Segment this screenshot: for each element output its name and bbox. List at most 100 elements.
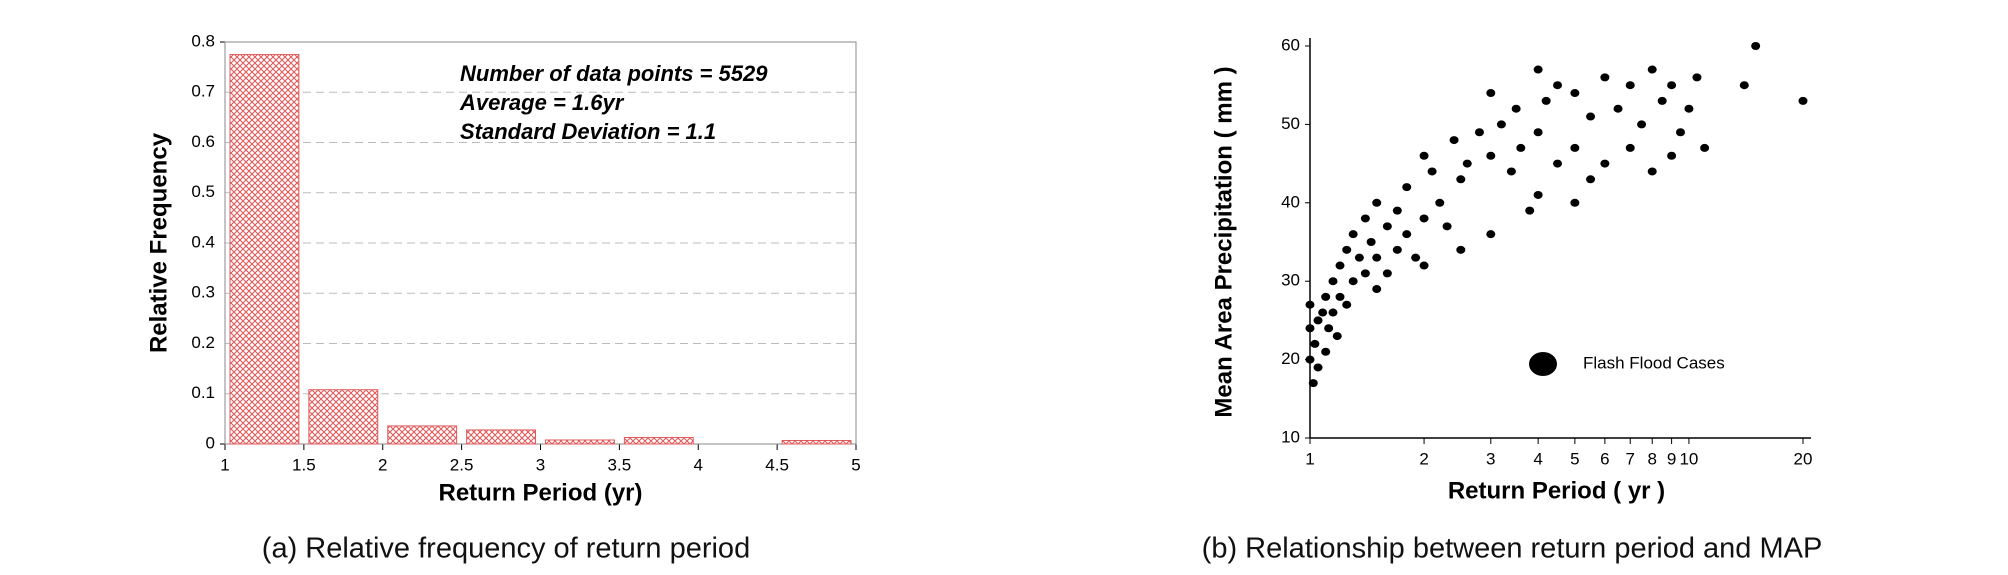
point (1456, 245, 1466, 254)
point (1328, 308, 1338, 317)
point (1667, 81, 1677, 90)
point (1506, 167, 1516, 176)
x-tick-label: 1 (220, 455, 229, 474)
point (1657, 96, 1667, 105)
caption: (a) Relative frequency of return period (262, 533, 750, 565)
point (1402, 183, 1412, 192)
point (1324, 324, 1334, 333)
x-tick-label: 3 (1486, 449, 1495, 468)
y-axis-title: Mean Area Precipitation ( mm ) (1210, 66, 1237, 417)
y-axis-title: Relative Frequency (145, 132, 172, 353)
point (1516, 143, 1526, 152)
x-tick-label: 6 (1600, 449, 1609, 468)
point (1305, 300, 1315, 309)
point (1321, 292, 1331, 301)
point (1541, 96, 1551, 105)
point (1474, 128, 1484, 137)
y-tick-label: 30 (1281, 271, 1300, 290)
point (1486, 230, 1496, 239)
x-tick-label: 3 (536, 455, 545, 474)
point (1647, 65, 1657, 74)
point (1360, 214, 1370, 223)
point (1360, 269, 1370, 278)
bar (229, 54, 300, 445)
point (1305, 355, 1315, 364)
y-tick-label: 0.2 (191, 333, 215, 352)
caption: (b) Relationship between return period a… (1202, 533, 1823, 565)
point (1625, 81, 1635, 90)
bar (387, 425, 458, 445)
x-tick-label: 10 (1679, 449, 1698, 468)
point (1600, 159, 1610, 168)
point (1342, 245, 1352, 254)
x-tick-label: 5 (851, 455, 860, 474)
point (1335, 261, 1345, 270)
point (1348, 277, 1358, 286)
y-tick-label: 0.6 (191, 132, 215, 151)
point (1533, 190, 1543, 199)
point (1366, 238, 1376, 246)
x-tick-label: 3.5 (608, 455, 632, 474)
point (1305, 324, 1315, 333)
x-tick-label: 20 (1794, 449, 1813, 468)
point (1553, 159, 1563, 168)
point (1419, 151, 1429, 160)
point (1427, 167, 1437, 176)
x-tick-label: 1.5 (292, 455, 316, 474)
x-tick-label: 5 (1570, 449, 1579, 468)
point (1570, 198, 1580, 207)
x-tick-label: 2 (1419, 449, 1428, 468)
x-tick-label: 4 (694, 455, 703, 474)
point (1456, 175, 1466, 184)
x-tick-label: 1 (1305, 449, 1314, 468)
y-tick-label: 50 (1281, 114, 1300, 133)
annotation: Average = 1.6yr (459, 90, 625, 115)
point (1739, 81, 1749, 90)
point (1600, 73, 1610, 82)
point (1318, 308, 1328, 317)
point (1392, 245, 1402, 254)
bar (308, 389, 379, 445)
point (1486, 151, 1496, 160)
y-tick-label: 0.3 (191, 283, 215, 302)
y-tick-label: 0.8 (191, 31, 215, 50)
x-tick-label: 2.5 (450, 455, 474, 474)
point (1675, 128, 1685, 137)
point (1382, 222, 1392, 231)
point (1372, 285, 1382, 294)
chart: 0 0.1 0.2 0.3 0.4 0.5 0.6 0.7 0.8 1 1.5 2 2.5 3 3.5 4 4.… (145, 31, 860, 564)
point (1335, 292, 1345, 301)
point (1525, 206, 1535, 215)
y-tick-label: 0 (206, 433, 215, 452)
point (1411, 253, 1421, 262)
x-axis-title: Return Period ( yr ) (1448, 477, 1665, 504)
y-tick-label: 0.5 (191, 182, 215, 201)
y-tick-label: 60 (1281, 35, 1300, 54)
x-tick-label: 8 (1647, 449, 1656, 468)
point (1372, 253, 1382, 262)
point (1308, 379, 1318, 388)
point (1442, 222, 1452, 231)
legend-label: Flash Flood Cases (1583, 353, 1725, 372)
point (1332, 332, 1342, 341)
point (1700, 143, 1710, 152)
point (1570, 89, 1580, 98)
point (1419, 261, 1429, 270)
point (1647, 167, 1657, 176)
legend-marker (1529, 352, 1557, 376)
x-axis-title: Return Period (yr) (438, 479, 642, 506)
y-tick-label: 0.7 (191, 82, 215, 101)
bar (623, 436, 694, 445)
point (1637, 120, 1647, 129)
plot-frame (224, 41, 857, 445)
x-tick-label: 9 (1667, 449, 1676, 468)
point (1392, 206, 1402, 215)
point (1462, 159, 1472, 168)
point (1511, 104, 1521, 113)
bar (781, 439, 852, 445)
x-tick-label: 7 (1625, 449, 1634, 468)
point (1402, 230, 1412, 239)
point (1313, 363, 1323, 372)
annotation: Number of data points = 5529 (460, 61, 768, 86)
